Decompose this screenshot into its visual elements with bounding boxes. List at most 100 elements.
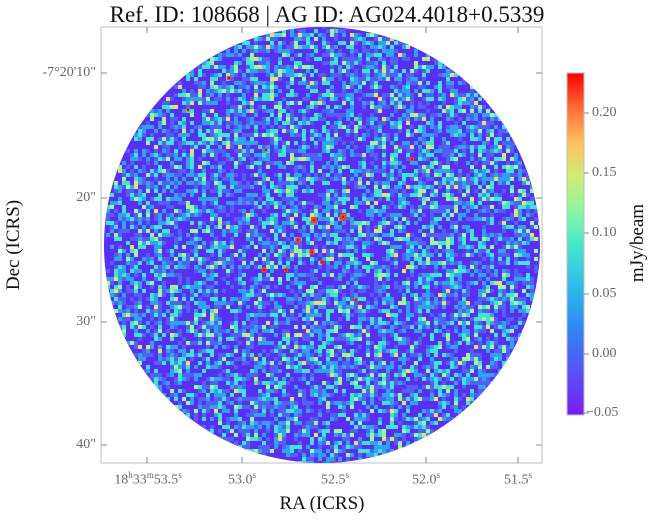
noise-pixel (478, 121, 482, 125)
noise-pixel (522, 301, 526, 305)
noise-pixel (454, 285, 458, 289)
noise-pixel (282, 197, 286, 201)
noise-pixel (342, 349, 346, 353)
noise-pixel (238, 189, 242, 193)
noise-pixel (290, 209, 294, 213)
noise-pixel (238, 249, 242, 253)
noise-pixel (250, 241, 254, 245)
noise-pixel (242, 357, 246, 361)
noise-pixel (310, 313, 314, 317)
noise-pixel (426, 345, 430, 349)
noise-pixel (146, 149, 150, 153)
noise-pixel (234, 333, 238, 337)
noise-pixel (166, 217, 170, 221)
noise-pixel (134, 173, 138, 177)
noise-pixel (338, 105, 342, 109)
noise-pixel (282, 333, 286, 337)
noise-pixel (498, 177, 502, 181)
noise-pixel (370, 397, 374, 401)
noise-pixel (186, 309, 190, 313)
noise-pixel (466, 369, 470, 373)
noise-pixel (398, 365, 402, 369)
noise-pixel (142, 229, 146, 233)
noise-pixel (306, 121, 310, 125)
noise-pixel (510, 281, 514, 285)
noise-pixel (266, 85, 270, 89)
noise-pixel (174, 105, 178, 109)
noise-pixel (518, 189, 522, 193)
noise-pixel (466, 173, 470, 177)
noise-pixel (182, 389, 186, 393)
noise-pixel (206, 265, 210, 269)
noise-pixel (374, 49, 378, 53)
noise-pixel (486, 209, 490, 213)
noise-pixel (382, 345, 386, 349)
noise-pixel (414, 281, 418, 285)
noise-pixel (346, 241, 350, 245)
noise-pixel (266, 69, 270, 73)
noise-pixel (414, 69, 418, 73)
noise-pixel (210, 261, 214, 265)
noise-pixel (514, 233, 518, 237)
noise-pixel (530, 277, 534, 281)
noise-pixel (190, 69, 194, 73)
noise-pixel (490, 205, 494, 209)
noise-pixel (234, 125, 238, 129)
noise-pixel (314, 329, 318, 333)
noise-pixel (458, 273, 462, 277)
noise-pixel (270, 241, 274, 245)
noise-pixel (286, 129, 290, 133)
noise-pixel (158, 253, 162, 257)
noise-pixel (450, 113, 454, 117)
noise-pixel (130, 217, 134, 221)
noise-pixel (118, 289, 122, 293)
noise-pixel (274, 217, 278, 221)
noise-pixel (410, 145, 414, 149)
noise-pixel (370, 389, 374, 393)
noise-pixel (214, 341, 218, 345)
noise-pixel (442, 321, 446, 325)
noise-pixel (214, 117, 218, 121)
noise-pixel (454, 181, 458, 185)
noise-pixel (294, 73, 298, 77)
noise-pixel (518, 253, 522, 257)
noise-pixel (138, 313, 142, 317)
noise-pixel (174, 93, 178, 97)
noise-pixel (290, 361, 294, 365)
noise-pixel (190, 109, 194, 113)
noise-pixel (286, 189, 290, 193)
noise-pixel (374, 325, 378, 329)
noise-pixel (362, 313, 366, 317)
noise-pixel (454, 397, 458, 401)
noise-pixel (390, 85, 394, 89)
noise-pixel (318, 329, 322, 333)
noise-pixel (450, 221, 454, 225)
noise-pixel (518, 241, 522, 245)
noise-pixel (390, 165, 394, 169)
noise-pixel (230, 253, 234, 257)
noise-pixel (226, 389, 230, 393)
noise-pixel (210, 297, 214, 301)
noise-pixel (202, 269, 206, 273)
noise-pixel (178, 369, 182, 373)
noise-pixel (366, 393, 370, 397)
noise-pixel (358, 85, 362, 89)
noise-pixel (422, 205, 426, 209)
noise-pixel (482, 265, 486, 269)
noise-pixel (366, 129, 370, 133)
noise-pixel (178, 321, 182, 325)
noise-pixel (386, 265, 390, 269)
noise-pixel (434, 261, 438, 265)
noise-pixel (502, 209, 506, 213)
noise-pixel (426, 149, 430, 153)
noise-pixel (402, 105, 406, 109)
noise-pixel (402, 113, 406, 117)
noise-pixel (254, 77, 258, 81)
noise-pixel (294, 165, 298, 169)
noise-pixel (302, 361, 306, 365)
noise-pixel (362, 221, 366, 225)
noise-pixel (242, 325, 246, 329)
noise-pixel (366, 257, 370, 261)
noise-pixel (338, 277, 342, 281)
noise-pixel (410, 265, 414, 269)
